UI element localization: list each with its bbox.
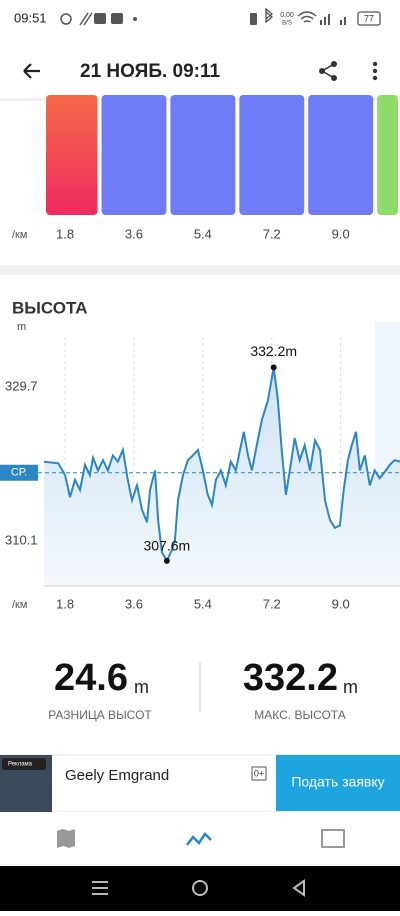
x-tick-label: 3.6 bbox=[125, 226, 143, 241]
pace-bar bbox=[170, 95, 236, 215]
x-unit: /км bbox=[12, 229, 27, 241]
y-unit: m bbox=[17, 321, 26, 333]
pace-bar bbox=[239, 95, 305, 215]
net-unit: B/S bbox=[282, 21, 292, 27]
ad-age: 0+ bbox=[254, 768, 264, 778]
back-nav-button[interactable] bbox=[292, 879, 305, 897]
net-speed: 0,00 bbox=[280, 12, 294, 19]
stat-value: 24.6 bbox=[54, 657, 128, 699]
annotation-label: 307.6m bbox=[144, 538, 191, 554]
system-nav bbox=[0, 866, 400, 911]
chart-title: ВЫСОТА bbox=[12, 298, 88, 317]
average-badge bbox=[0, 464, 38, 481]
y-tick-label: 310.1 bbox=[5, 533, 38, 548]
header-title: 21 НОЯБ. 09:11 bbox=[80, 61, 221, 82]
recent-button[interactable] bbox=[92, 881, 108, 895]
stat-unit: m bbox=[343, 677, 358, 697]
map-tab[interactable] bbox=[57, 829, 75, 848]
status-icons bbox=[60, 7, 381, 26]
x-tick-label: 1.8 bbox=[56, 596, 74, 611]
pace-bar bbox=[101, 95, 167, 215]
stat-value: 332.2 bbox=[243, 657, 338, 699]
ad-badge: Реклама bbox=[8, 762, 33, 768]
x-tick-label: 9.0 bbox=[332, 596, 350, 611]
annotation-point bbox=[163, 557, 170, 564]
annotation-point bbox=[270, 364, 277, 371]
chart-tab[interactable] bbox=[186, 832, 212, 846]
ad-badge-bg bbox=[2, 758, 46, 770]
x-tick-label: 3.6 bbox=[125, 596, 143, 611]
x-tick-label: 1.8 bbox=[56, 226, 74, 241]
battery: 77 bbox=[364, 13, 374, 23]
pace-bar bbox=[377, 95, 398, 215]
y-tick-label: 329.7 bbox=[5, 378, 38, 393]
photo-tab[interactable] bbox=[321, 829, 345, 848]
x-tick-label: 7.2 bbox=[263, 226, 281, 241]
average-label: СР. bbox=[11, 467, 27, 479]
menu-button[interactable] bbox=[372, 61, 378, 81]
x-tick-label: 9.0 bbox=[332, 226, 350, 241]
pace-bar bbox=[308, 95, 374, 215]
ad-button[interactable] bbox=[276, 755, 400, 811]
x-tick-label: 7.2 bbox=[263, 596, 281, 611]
annotation-label: 332.2m bbox=[250, 343, 297, 359]
stat-unit: m bbox=[134, 677, 149, 697]
share-button[interactable] bbox=[319, 61, 337, 81]
back-button[interactable] bbox=[23, 63, 40, 79]
x-tick-label: 5.4 bbox=[194, 226, 212, 241]
stat-label: РАЗНИЦА ВЫСОТ bbox=[48, 708, 152, 722]
x-tick-label: 5.4 bbox=[194, 596, 212, 611]
pace-bar bbox=[46, 95, 98, 215]
status-time: 09:51 bbox=[14, 10, 47, 25]
ad-title: Geely Emgrand bbox=[65, 767, 169, 784]
age-box bbox=[251, 766, 267, 781]
home-button[interactable] bbox=[192, 880, 208, 896]
separator bbox=[0, 265, 400, 275]
stat-label: МАКС. ВЫСОТА bbox=[254, 708, 346, 722]
x-unit: /км bbox=[12, 599, 27, 611]
ad-button-text[interactable]: Подать заявку bbox=[291, 774, 384, 790]
elevation-line bbox=[43, 367, 400, 563]
